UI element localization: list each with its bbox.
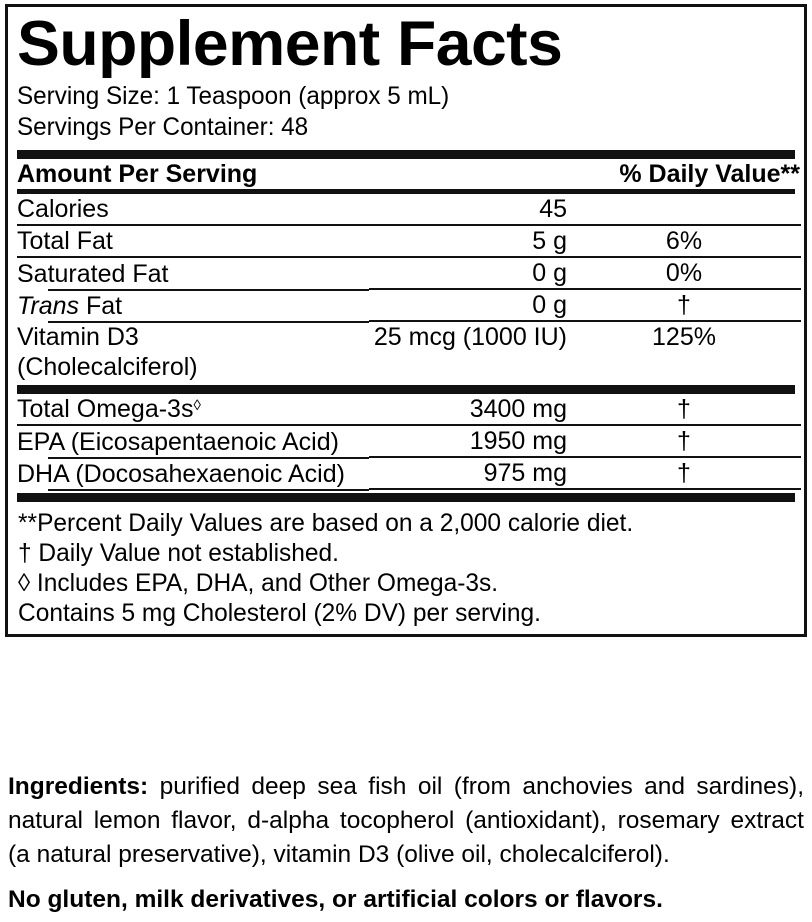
footnote-dagger: † Daily Value not established. (18, 539, 339, 567)
row-label-text: Total Omega-3s (17, 395, 194, 423)
row-amount: 0 g (369, 289, 567, 322)
row-daily-value: † (567, 394, 801, 426)
table-header-row: Amount Per Serving % Daily Value** (17, 159, 801, 189)
row-label: Total Omega-3s◊ (17, 394, 369, 426)
footnote-cholesterol: Contains 5 mg Cholesterol (2% DV) per se… (18, 599, 541, 627)
row-label: Vitamin D3 (17, 323, 139, 351)
row-daily-value: 6% (567, 225, 801, 258)
divider-thick-omega (17, 385, 795, 394)
row-daily-value: † (567, 289, 801, 322)
table-row: DHA (Docosahexaenoic Acid) 975 mg † (17, 457, 801, 491)
ingredients-text: purified deep sea fish oil (from anchovi… (8, 773, 804, 868)
table-row: Total Omega-3s◊ 3400 mg † (17, 394, 801, 426)
table-row: Calories 45 (17, 194, 801, 226)
footnote-lozenge: ◊ Includes EPA, DHA, and Other Omega-3s. (18, 569, 499, 597)
row-daily-value: † (567, 457, 801, 490)
row-label: EPA (Eicosapentaenoic Acid) (17, 425, 369, 458)
row-daily-value: 0% (567, 257, 801, 290)
divider-under-header (17, 189, 795, 194)
table-row: Total Fat 5 g 6% (17, 225, 801, 258)
row-label-second-line: (Cholecalciferol) (17, 353, 198, 381)
divider-thick-footnotes (17, 493, 795, 502)
ingredients-block: Ingredients: purified deep sea fish oil … (8, 770, 804, 917)
table-row: Trans Fat 0 g † (17, 289, 801, 323)
table-row: Saturated Fat 0 g 0% (17, 257, 801, 290)
row-label: Saturated Fat (17, 257, 369, 290)
footnotes-block: **Percent Daily Values are based on a 2,… (17, 502, 795, 630)
row-amount: 3400 mg (369, 394, 567, 426)
ingredients-label: Ingredients: (8, 773, 149, 800)
allergen-statement: No gluten, milk derivatives, or artifici… (8, 886, 663, 913)
omega-rows-table: Total Omega-3s◊ 3400 mg † EPA (Eicosapen… (17, 394, 801, 491)
table-row: EPA (Eicosapentaenoic Acid) 1950 mg † (17, 425, 801, 458)
row-amount: 1950 mg (369, 425, 567, 458)
divider-thick-top (17, 150, 795, 159)
table-row: Vitamin D3 25 mcg (1000 IU) 125% (17, 321, 801, 352)
table-row-continuation: (Cholecalciferol) (17, 352, 801, 382)
daily-value-header: % Daily Value** (619, 160, 800, 188)
ingredients-paragraph: Ingredients: purified deep sea fish oil … (8, 770, 804, 872)
row-amount: 975 mg (369, 457, 567, 490)
serving-info: Serving Size: 1 Teaspoon (approx 5 mL) S… (17, 81, 795, 147)
nutrition-rows-table: Calories 45 Total Fat 5 g 6% Saturated F… (17, 194, 801, 382)
row-label-rest: Fat (79, 292, 123, 320)
row-label: Calories (17, 194, 369, 226)
page-title: Supplement Facts (17, 9, 563, 79)
lozenge-superscript-icon: ◊ (193, 397, 201, 414)
footnote-percent-dv: **Percent Daily Values are based on a 2,… (18, 509, 634, 537)
row-label: Trans Fat (17, 289, 369, 323)
row-amount: 25 mcg (1000 IU) (373, 323, 567, 351)
row-daily-value: 125% (652, 323, 716, 351)
serving-size-line: Serving Size: 1 Teaspoon (approx 5 mL) (17, 82, 450, 110)
supplement-facts-panel: Supplement Facts Serving Size: 1 Teaspoo… (5, 4, 807, 637)
amount-per-serving-header: Amount Per Serving (17, 160, 258, 188)
servings-per-container-line: Servings Per Container: 48 (17, 113, 309, 141)
row-label: Total Fat (17, 225, 369, 258)
row-label-italic-part: Trans (17, 292, 80, 320)
row-amount: 0 g (369, 257, 567, 290)
row-daily-value (567, 194, 801, 226)
row-amount: 5 g (369, 225, 567, 258)
row-label: DHA (Docosahexaenoic Acid) (17, 457, 369, 491)
nutrition-table: Amount Per Serving % Daily Value** (17, 159, 801, 189)
row-daily-value: † (567, 425, 801, 458)
row-amount: 45 (369, 194, 567, 226)
